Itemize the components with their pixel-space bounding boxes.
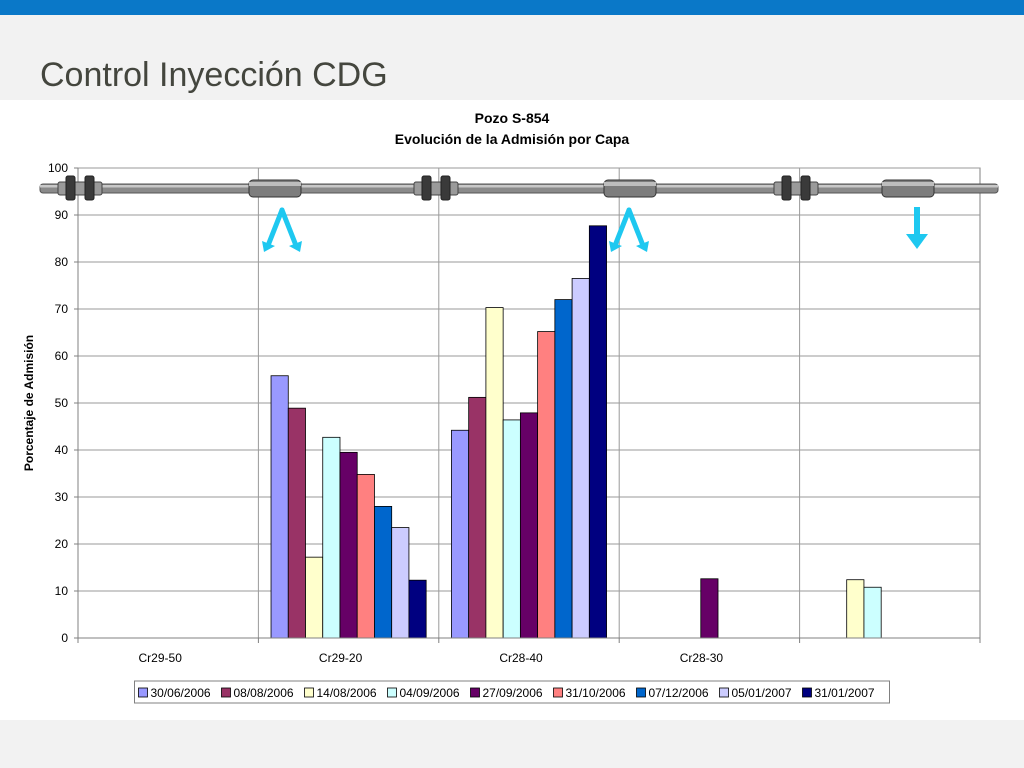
x-tick-label: Cr29-20 [319, 651, 363, 665]
bar[interactable] [588, 225, 607, 639]
bar[interactable] [485, 307, 504, 639]
legend-swatch [387, 687, 397, 698]
y-tick-label: 60 [55, 349, 69, 363]
valve-icon [773, 175, 819, 201]
legend-swatch [802, 687, 812, 698]
bar[interactable] [305, 556, 324, 639]
y-tick-label: 20 [55, 537, 69, 551]
legend-label: 31/10/2006 [566, 686, 626, 700]
y-tick-label: 90 [55, 208, 69, 222]
bar[interactable] [339, 451, 358, 639]
arrow-head [262, 241, 275, 252]
bar[interactable] [391, 527, 410, 639]
valve-icon [57, 175, 103, 201]
x-tick-label: Cr29-50 [139, 651, 183, 665]
legend-swatch [553, 687, 563, 698]
bar[interactable] [356, 474, 375, 639]
legend [134, 680, 890, 704]
y-tick-label: 80 [55, 255, 69, 269]
bar[interactable] [537, 331, 556, 639]
bar[interactable] [468, 396, 487, 639]
valve-body [57, 181, 103, 196]
bar[interactable] [519, 412, 539, 639]
header-bar [0, 0, 1024, 15]
legend-label: 27/09/2006 [483, 686, 543, 700]
x-tick-label: Cr28-30 [680, 651, 724, 665]
arrow-shaft [279, 207, 298, 246]
valve-body [413, 181, 459, 196]
chart: Pozo S-854 Evolución de la Admisión por … [22, 110, 999, 704]
valve-collar [421, 175, 432, 201]
bar[interactable] [846, 579, 865, 639]
pipe-highlight [40, 185, 998, 188]
legend-label: 14/08/2006 [317, 686, 377, 700]
chart-title: Pozo S-854 [475, 110, 550, 126]
bar[interactable] [374, 505, 393, 639]
bar[interactable] [408, 579, 427, 639]
legend-label: 07/12/2006 [649, 686, 709, 700]
arrow-head [289, 241, 302, 252]
bar[interactable] [451, 429, 470, 639]
bar[interactable] [502, 419, 521, 639]
valve-collar [440, 175, 451, 201]
bar[interactable] [287, 407, 306, 639]
packer-icon [603, 179, 657, 198]
legend-swatch [304, 687, 314, 698]
arrow-head [906, 234, 928, 249]
arrow-shaft [613, 207, 632, 246]
y-tick-label: 40 [55, 443, 69, 457]
legend-label: 08/08/2006 [234, 686, 294, 700]
bar[interactable] [322, 436, 341, 639]
valve-icon [413, 175, 459, 201]
legend-label: 31/01/2007 [815, 686, 875, 700]
valve-body [773, 181, 819, 196]
y-axis-label: Porcentaje de Admisión [22, 335, 36, 471]
legend-swatch [138, 687, 148, 698]
y-tick-label: 50 [55, 396, 69, 410]
bar[interactable] [863, 586, 882, 639]
x-tick-label: Cr28-40 [499, 651, 543, 665]
legend-swatch [470, 687, 480, 698]
injection-arrow-icon [262, 207, 302, 252]
legend-swatch [221, 687, 231, 698]
y-tick-label: 0 [61, 631, 68, 645]
valve-collar [800, 175, 811, 201]
bar[interactable] [700, 578, 719, 639]
page-title: Control Inyección CDG [40, 56, 388, 94]
arrow-shaft [626, 207, 645, 246]
bar[interactable] [571, 278, 590, 639]
arrow-head [609, 241, 622, 252]
legend-label: 05/01/2007 [732, 686, 792, 700]
legend-label: 04/09/2006 [400, 686, 460, 700]
valve-collar [84, 175, 95, 201]
packer-icon [881, 179, 935, 198]
arrow-head [636, 241, 649, 252]
legend-swatch [719, 687, 729, 698]
packer-shine [882, 182, 934, 186]
injection-arrow-icon [609, 207, 649, 252]
valve-collar [65, 175, 76, 201]
arrow-shaft [914, 207, 920, 237]
y-tick-label: 30 [55, 490, 69, 504]
legend-swatch [636, 687, 646, 698]
injection-arrow-icon [906, 207, 928, 249]
bar[interactable] [554, 299, 573, 639]
y-tick-label: 100 [48, 161, 68, 175]
legend-label: 30/06/2006 [151, 686, 211, 700]
arrow-shaft [266, 207, 285, 246]
bar[interactable] [270, 375, 289, 639]
y-tick-label: 70 [55, 302, 69, 316]
packer-icon [248, 179, 302, 198]
chart-subtitle: Evolución de la Admisión por Capa [395, 131, 630, 147]
packer-shine [604, 182, 656, 186]
y-tick-label: 10 [55, 584, 69, 598]
packer-shine [249, 182, 301, 186]
content-panel: Pozo S-854 Evolución de la Admisión por … [0, 100, 1024, 720]
valve-collar [781, 175, 792, 201]
